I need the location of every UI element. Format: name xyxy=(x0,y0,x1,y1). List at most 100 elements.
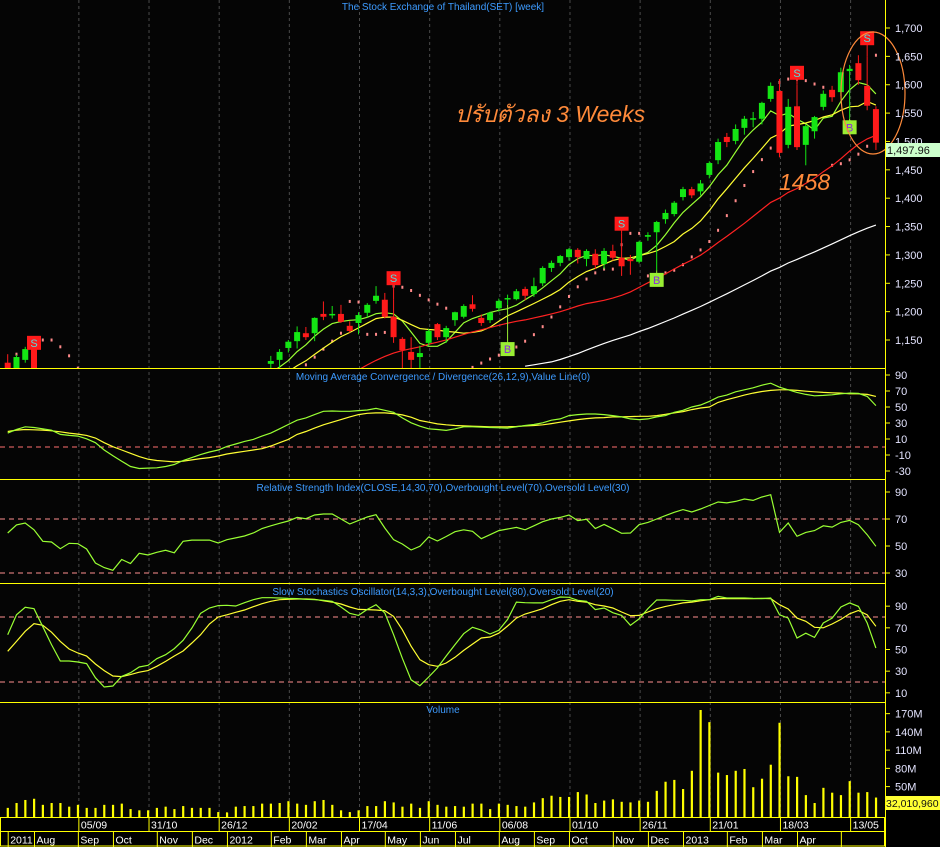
chart-background xyxy=(0,0,885,817)
volume-bar xyxy=(436,804,439,817)
sar-dot xyxy=(401,285,404,289)
candle-up xyxy=(758,101,765,125)
candle-body xyxy=(794,106,800,148)
volume-bar xyxy=(278,803,281,817)
candle-body xyxy=(767,85,774,99)
month-label: 2011 xyxy=(10,835,33,847)
month-label: Jul xyxy=(457,835,470,847)
month-label: Aug xyxy=(501,835,520,847)
candle-down xyxy=(337,304,344,323)
stoch-k-line xyxy=(7,595,877,688)
candle-body xyxy=(451,312,458,321)
signal-label: B xyxy=(653,275,660,287)
axis-tick-label: 50 xyxy=(895,541,907,553)
sar-dot xyxy=(848,158,851,162)
axis-tick-label: 90 xyxy=(895,370,907,382)
sar-dot xyxy=(489,357,492,361)
sar-dot xyxy=(822,85,825,89)
candle-up xyxy=(565,248,572,261)
axis-tick-label: 70 xyxy=(895,514,907,526)
volume-bar xyxy=(603,800,606,817)
candle-down xyxy=(469,295,476,312)
candle-body xyxy=(732,128,739,141)
sar-dot xyxy=(541,325,544,329)
sar-dot xyxy=(348,299,351,303)
candle-up xyxy=(460,304,467,319)
price-panel-title: The Stock Exchange of Thailand(SET) [wee… xyxy=(342,2,544,13)
candle-body xyxy=(820,93,827,107)
candle-down xyxy=(302,326,309,341)
sma-5-line xyxy=(276,81,877,368)
volume-bar xyxy=(234,806,237,817)
volume-bar xyxy=(524,806,527,817)
candle-body xyxy=(443,328,450,338)
axis-tick-label: 90 xyxy=(895,487,907,499)
signal-label: S xyxy=(863,33,870,45)
candle-body xyxy=(644,235,651,237)
candle-up xyxy=(451,311,458,326)
volume-bar xyxy=(243,806,246,817)
sar-dot xyxy=(15,352,18,356)
date-axis: 05/09 31/10 26/12 20/02 17/04 11/06 06/08 01/10… xyxy=(0,812,885,847)
sar-dot xyxy=(699,248,702,252)
candle-down xyxy=(346,321,353,333)
candle-body xyxy=(355,315,362,323)
sar-dot xyxy=(436,302,439,306)
sar-dot xyxy=(690,255,693,259)
sar-dot xyxy=(752,170,755,174)
axis-tick-label: 1,700 xyxy=(895,23,923,35)
candle-down xyxy=(618,233,625,276)
candle-down xyxy=(794,84,800,150)
volume-bar xyxy=(480,803,483,817)
signal-label: S xyxy=(30,338,37,350)
axis-tick-label: 10 xyxy=(895,688,907,700)
volume-bar xyxy=(778,722,781,817)
rsi-panel-title: Relative Strength Index(CLOSE,14,30,70),… xyxy=(257,483,630,494)
axis-tick-label: 140M xyxy=(895,727,923,739)
volume-bar xyxy=(383,801,387,817)
axis-tick-label: 110M xyxy=(895,745,922,757)
sar-dot xyxy=(638,231,641,235)
rsi-panel xyxy=(0,493,885,574)
candle-body xyxy=(320,313,327,317)
volume-bar xyxy=(752,787,755,817)
grid-lines xyxy=(78,0,852,817)
candle-down xyxy=(399,337,406,368)
volume-bar xyxy=(375,806,378,817)
macd-panel-title: Moving Average Convergence / Divergence(… xyxy=(296,372,590,383)
candle-up xyxy=(355,312,362,335)
candle-down xyxy=(829,85,836,102)
candle-up xyxy=(425,328,432,346)
sar-dot xyxy=(804,79,807,83)
stochastic-panel xyxy=(0,595,885,688)
sar-dot xyxy=(673,268,676,272)
volume-bar xyxy=(646,801,650,817)
candle-body xyxy=(469,304,476,309)
candle-up xyxy=(802,124,809,166)
sar-dot xyxy=(874,53,877,57)
volume-bar xyxy=(550,795,553,817)
candle-up xyxy=(557,254,564,267)
volume-bar xyxy=(304,804,308,817)
date-label: 21/01 xyxy=(712,820,738,832)
candle-body xyxy=(460,305,467,317)
candle-up xyxy=(276,349,283,368)
candle-up xyxy=(706,161,713,179)
candle-up xyxy=(513,288,520,301)
sma-26-line xyxy=(360,134,877,368)
sar-dot xyxy=(725,214,728,218)
volume-bar xyxy=(410,803,413,817)
candle-up xyxy=(644,232,651,241)
candle-down xyxy=(574,248,581,264)
sar-dot xyxy=(497,353,500,357)
sar-dot xyxy=(743,183,746,187)
sar-dot xyxy=(59,345,62,349)
axis-tick-label: 1,550 xyxy=(895,108,923,120)
sar-dot xyxy=(866,144,869,148)
candle-body xyxy=(31,342,38,368)
candle-body xyxy=(364,304,371,313)
sell-signal-marker: S xyxy=(27,335,42,350)
candle-body xyxy=(741,118,748,128)
volume-bar xyxy=(76,804,80,817)
